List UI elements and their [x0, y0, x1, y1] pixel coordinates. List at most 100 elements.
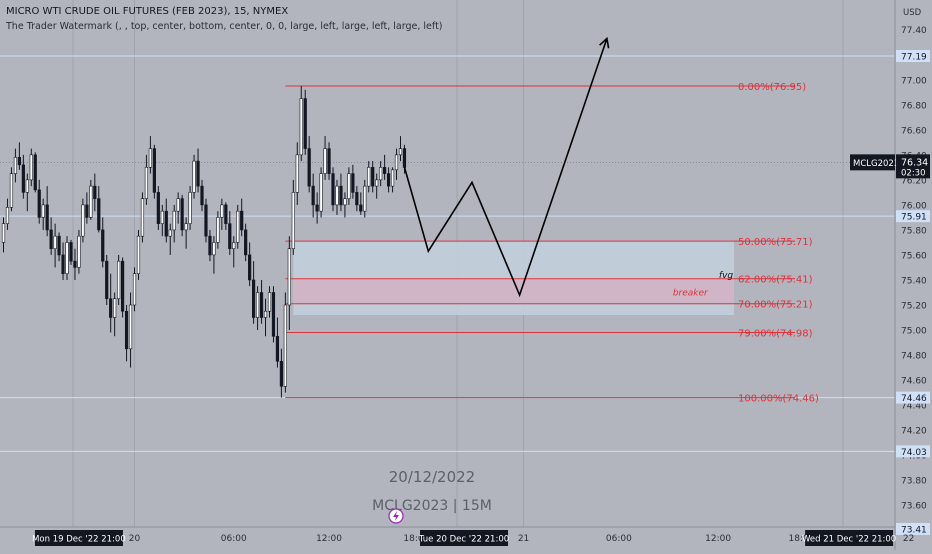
price-level-badge — [896, 49, 930, 62]
time-badge-text: Mon 19 Dec '22 21:00 — [32, 535, 126, 545]
candle-body — [152, 148, 156, 193]
candle-body — [299, 98, 303, 156]
candle-body — [184, 223, 188, 231]
candle-body — [347, 173, 351, 199]
time-tick-label: 06:00 — [606, 534, 632, 544]
candle-body — [176, 198, 180, 212]
price-level-badge — [896, 210, 930, 223]
candle-body — [279, 360, 284, 387]
breaker-label: breaker — [673, 288, 709, 298]
candle-body — [164, 210, 168, 237]
price-tick-label: 74.40 — [901, 402, 927, 412]
candle-body — [61, 254, 65, 275]
candle-body — [327, 148, 331, 174]
price-tick-label: 76.80 — [901, 101, 927, 111]
candle-body — [271, 292, 276, 337]
candle-body — [390, 169, 395, 187]
candle-body — [196, 160, 200, 187]
candle-body — [319, 173, 323, 212]
candle-body — [128, 304, 133, 350]
candle-body — [156, 192, 160, 224]
candle-body — [77, 235, 81, 268]
fib-level-label: 0.00%(76.95) — [738, 82, 806, 93]
candle-body — [93, 185, 97, 199]
symbol-badge-text: MCLG2023 — [853, 159, 899, 169]
candle-body — [252, 279, 256, 318]
time-tick-label: 22 — [903, 534, 914, 544]
candle-body — [244, 229, 248, 256]
candle-body — [37, 189, 41, 218]
fib-level-label: 50.00%(75.71) — [738, 237, 813, 248]
candle-body — [148, 148, 152, 168]
candle-body — [69, 242, 73, 262]
candle-body — [303, 98, 307, 149]
candle-body — [49, 229, 53, 249]
candle-body — [124, 310, 129, 350]
candle-body — [355, 192, 359, 206]
candle-body — [398, 148, 403, 156]
price-level-badge-text: 75.91 — [901, 213, 927, 223]
candle-body — [180, 198, 184, 231]
lightning-icon — [393, 511, 399, 521]
price-tick-label: 74.80 — [901, 352, 927, 362]
price-axis — [895, 0, 932, 550]
time-tick-label: 21 — [518, 534, 529, 544]
candle-body — [323, 148, 327, 174]
candle-body — [188, 192, 192, 224]
candle-body — [5, 207, 10, 224]
candle-body — [121, 260, 125, 312]
fib-level-label: 62.00%(75.41) — [738, 275, 813, 286]
time-tick-label: 06:00 — [221, 534, 247, 544]
candle-body — [89, 185, 93, 218]
price-level-badge-text: 77.19 — [901, 52, 927, 62]
candle-body — [172, 210, 176, 231]
candle-body — [359, 204, 363, 212]
price-tick-label: 76.60 — [901, 126, 927, 136]
time-tick-label: 12:00 — [316, 534, 342, 544]
candle-body — [13, 157, 18, 174]
candle-body — [65, 242, 69, 275]
candle-body — [105, 260, 109, 300]
time-tick-label: 12:00 — [705, 534, 731, 544]
candle-body — [351, 173, 355, 193]
price-level-badge-text: 73.41 — [901, 525, 927, 535]
candle-body — [97, 198, 101, 231]
time-badge-text: Wed 21 Dec '22 21:00 — [802, 535, 896, 545]
candle-body — [25, 179, 29, 193]
symbol-badge — [850, 154, 895, 171]
candle-body — [73, 260, 77, 268]
candle-body — [367, 167, 371, 187]
candle-body — [140, 198, 145, 237]
candle-body — [1, 223, 6, 243]
price-level-badge-text: 74.03 — [901, 448, 927, 458]
time-tick-label: 18:00 — [403, 534, 429, 544]
time-tick-label: 20 — [129, 534, 141, 544]
price-tick-label: 75.80 — [901, 226, 927, 236]
candle-body — [339, 185, 343, 206]
candle-body — [109, 298, 113, 318]
price-level-badge-text: 74.46 — [901, 394, 927, 404]
candle-body — [240, 210, 244, 231]
candle-body — [168, 229, 172, 237]
candle-body — [29, 154, 33, 181]
price-tick-label: 75.20 — [901, 301, 927, 311]
candle-body — [267, 292, 272, 312]
candle-body — [255, 292, 260, 318]
indicator-legend[interactable]: The Trader Watermark (, , top, center, b… — [6, 21, 443, 32]
candle-body — [212, 242, 216, 256]
candle-body — [21, 164, 25, 193]
price-tick-label: 74.20 — [901, 427, 927, 437]
candle-body — [402, 148, 407, 168]
last-price-value: 76.34 — [901, 157, 928, 168]
candle-body — [363, 185, 367, 212]
candle-body — [371, 167, 375, 187]
watermark-symbol: MCLG2023 | 15M — [372, 498, 492, 514]
candle-body — [85, 204, 89, 218]
price-tick-label: 75.60 — [901, 251, 927, 261]
time-badge — [805, 530, 894, 546]
price-tick-label: 77.00 — [901, 76, 927, 86]
projection-path — [403, 38, 608, 298]
candle-body — [132, 273, 137, 306]
